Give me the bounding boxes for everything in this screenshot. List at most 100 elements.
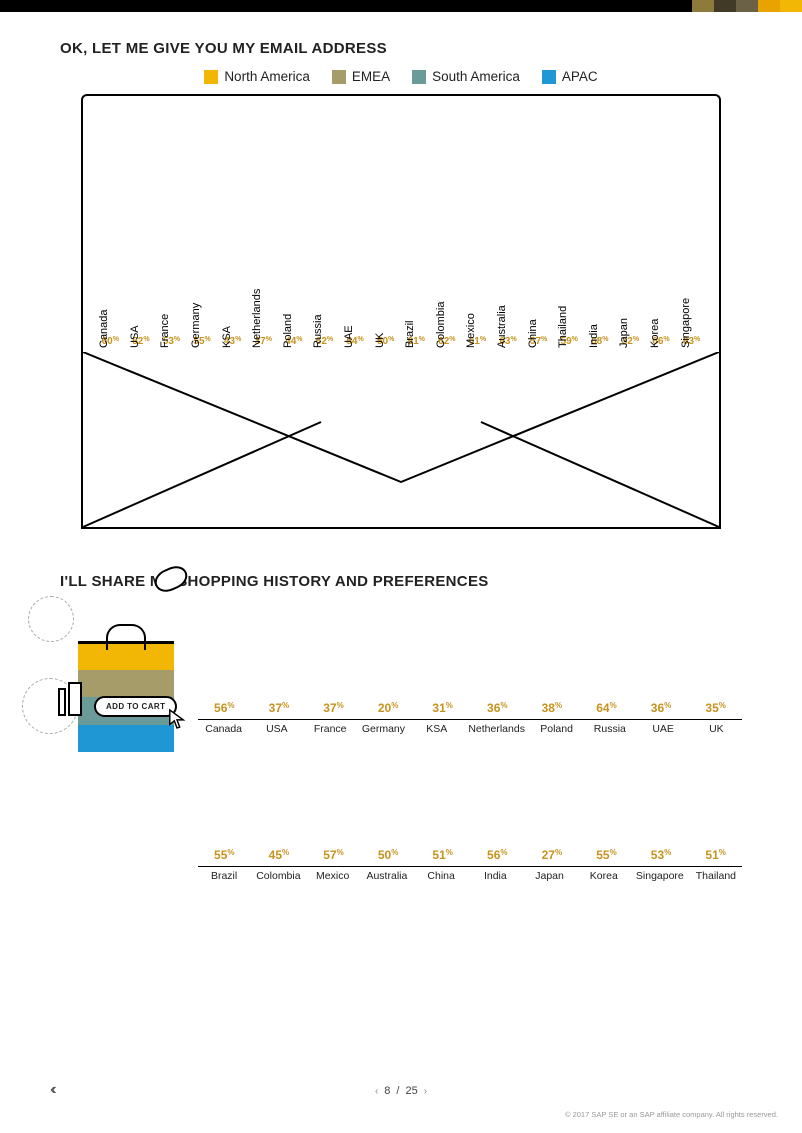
bar-label: Thailand — [694, 870, 738, 882]
pager-next[interactable]: › — [424, 1086, 427, 1097]
envelope-open: 60%Canada52%USA53%France55%Germany43%KSA… — [81, 94, 721, 354]
pager: ‹ 8 / 25 › — [0, 1085, 802, 1097]
bar-label: China — [527, 319, 539, 348]
topbar-swatch — [758, 0, 780, 12]
legend-swatch — [542, 70, 556, 84]
bar-value: 57% — [311, 848, 356, 862]
bar-label: Korea — [582, 870, 626, 882]
bar-value: 38% — [530, 701, 575, 715]
lipstick-icon — [58, 688, 66, 716]
bag-top — [78, 641, 174, 644]
bag-stripe — [78, 725, 174, 753]
envelope-chart: 60%Canada52%USA53%France55%Germany43%KSA… — [81, 94, 721, 529]
pager-current: 8 — [384, 1085, 390, 1097]
bar-value: 45% — [257, 848, 302, 862]
legend-swatch — [332, 70, 346, 84]
legend-item: APAC — [542, 69, 598, 84]
bar-value: 64% — [584, 701, 629, 715]
bar-label: USA — [129, 325, 141, 348]
legend-swatch — [204, 70, 218, 84]
legend-swatch — [412, 70, 426, 84]
bar-label: Germany — [190, 303, 202, 348]
bar-value: 51% — [693, 848, 738, 862]
bar-value: 50% — [366, 848, 411, 862]
topbar-swatches — [692, 0, 802, 12]
bar-label: India — [588, 324, 600, 348]
bar-label: Korea — [649, 319, 661, 348]
legend-item: North America — [204, 69, 310, 84]
shopping-bag-illustration: ADD TO CART — [60, 602, 180, 896]
cursor-icon — [168, 708, 186, 730]
bar-value: 37% — [257, 701, 302, 715]
bar-label: UAE — [343, 325, 355, 348]
legend-label: North America — [224, 69, 310, 84]
bar-value: 55% — [584, 848, 629, 862]
topbar-swatch — [736, 0, 758, 12]
bar-label: UAE — [641, 723, 684, 735]
bar-label: Russia — [312, 314, 324, 348]
bar-value: 36% — [639, 701, 684, 715]
bar-label: Colombia — [256, 870, 300, 882]
legend-label: APAC — [562, 69, 598, 84]
bar-label: Australia — [496, 305, 508, 348]
copyright: © 2017 SAP SE or an SAP affiliate compan… — [565, 1110, 778, 1119]
bar-value: 37% — [311, 701, 356, 715]
bar-value: 55% — [202, 848, 247, 862]
bar-label: Singapore — [636, 870, 684, 882]
legend: North America EMEA South America APAC — [60, 69, 742, 84]
bar-label: Colombia — [435, 302, 447, 348]
bar-label: Poland — [535, 723, 578, 735]
legend-item: EMEA — [332, 69, 390, 84]
legend-item: South America — [412, 69, 520, 84]
bar-label: KSA — [415, 723, 458, 735]
add-to-cart-button: ADD TO CART — [94, 696, 177, 717]
chart2-row2: 55%45%57%50%51%56%27%55%53%51% — [198, 749, 742, 867]
bar-label: Canada — [98, 309, 110, 348]
bar-label: Brazil — [404, 320, 416, 348]
bar-label: India — [473, 870, 517, 882]
chart2-row1-labels: Canada USA France Germany KSA Netherlands Pola… — [198, 720, 742, 749]
bar-label: Singapore — [680, 298, 692, 348]
legend-label: EMEA — [352, 69, 390, 84]
bar-label: UK — [695, 723, 738, 735]
top-accent-bar — [0, 0, 802, 12]
football-icon — [151, 562, 191, 596]
topbar-swatch — [692, 0, 714, 12]
bar-label: Brazil — [202, 870, 246, 882]
pager-total: 25 — [405, 1085, 417, 1097]
bar-value: 53% — [639, 848, 684, 862]
topbar-swatch — [780, 0, 802, 12]
bar-label: Russia — [588, 723, 631, 735]
chart2-row1: 56%37%37%20%31%36%38%64%36%35% — [198, 602, 742, 720]
legend-label: South America — [432, 69, 520, 84]
bar-label: Canada — [202, 723, 245, 735]
bar-label: Germany — [362, 723, 405, 735]
bar-label: USA — [255, 723, 298, 735]
bar-value: 31% — [420, 701, 465, 715]
bar-value: 20% — [366, 701, 411, 715]
bottle-icon — [68, 682, 82, 716]
bar-label: France — [159, 314, 171, 348]
bar-label: UK — [374, 333, 386, 348]
chart1-title: OK, LET ME GIVE YOU MY EMAIL ADDRESS — [60, 40, 742, 57]
bar-label: Poland — [282, 314, 294, 348]
bar-label: Mexico — [465, 313, 477, 348]
bag-stripe — [78, 670, 174, 698]
bar-label: Thailand — [557, 306, 569, 348]
chart2-container: 56%37%37%20%31%36%38%64%36%35% CanadaUSA… — [198, 602, 742, 896]
chart1-bars: 60%Canada52%USA53%France55%Germany43%KSA… — [83, 109, 719, 354]
pager-prev[interactable]: ‹ — [375, 1086, 378, 1097]
bar-value: 56% — [202, 701, 247, 715]
bar-label: China — [419, 870, 463, 882]
pager-sep: / — [396, 1085, 399, 1097]
bar-label: Japan — [618, 318, 630, 348]
bar-label: KSA — [221, 326, 233, 348]
bar-label: Netherlands — [251, 289, 263, 348]
bar-label: Netherlands — [468, 723, 525, 735]
bar-label: Australia — [365, 870, 409, 882]
bar-value: 27% — [530, 848, 575, 862]
bar-label: France — [309, 723, 352, 735]
bag-handle-icon — [106, 624, 146, 650]
bar-value: 51% — [420, 848, 465, 862]
topbar-black — [0, 0, 692, 12]
